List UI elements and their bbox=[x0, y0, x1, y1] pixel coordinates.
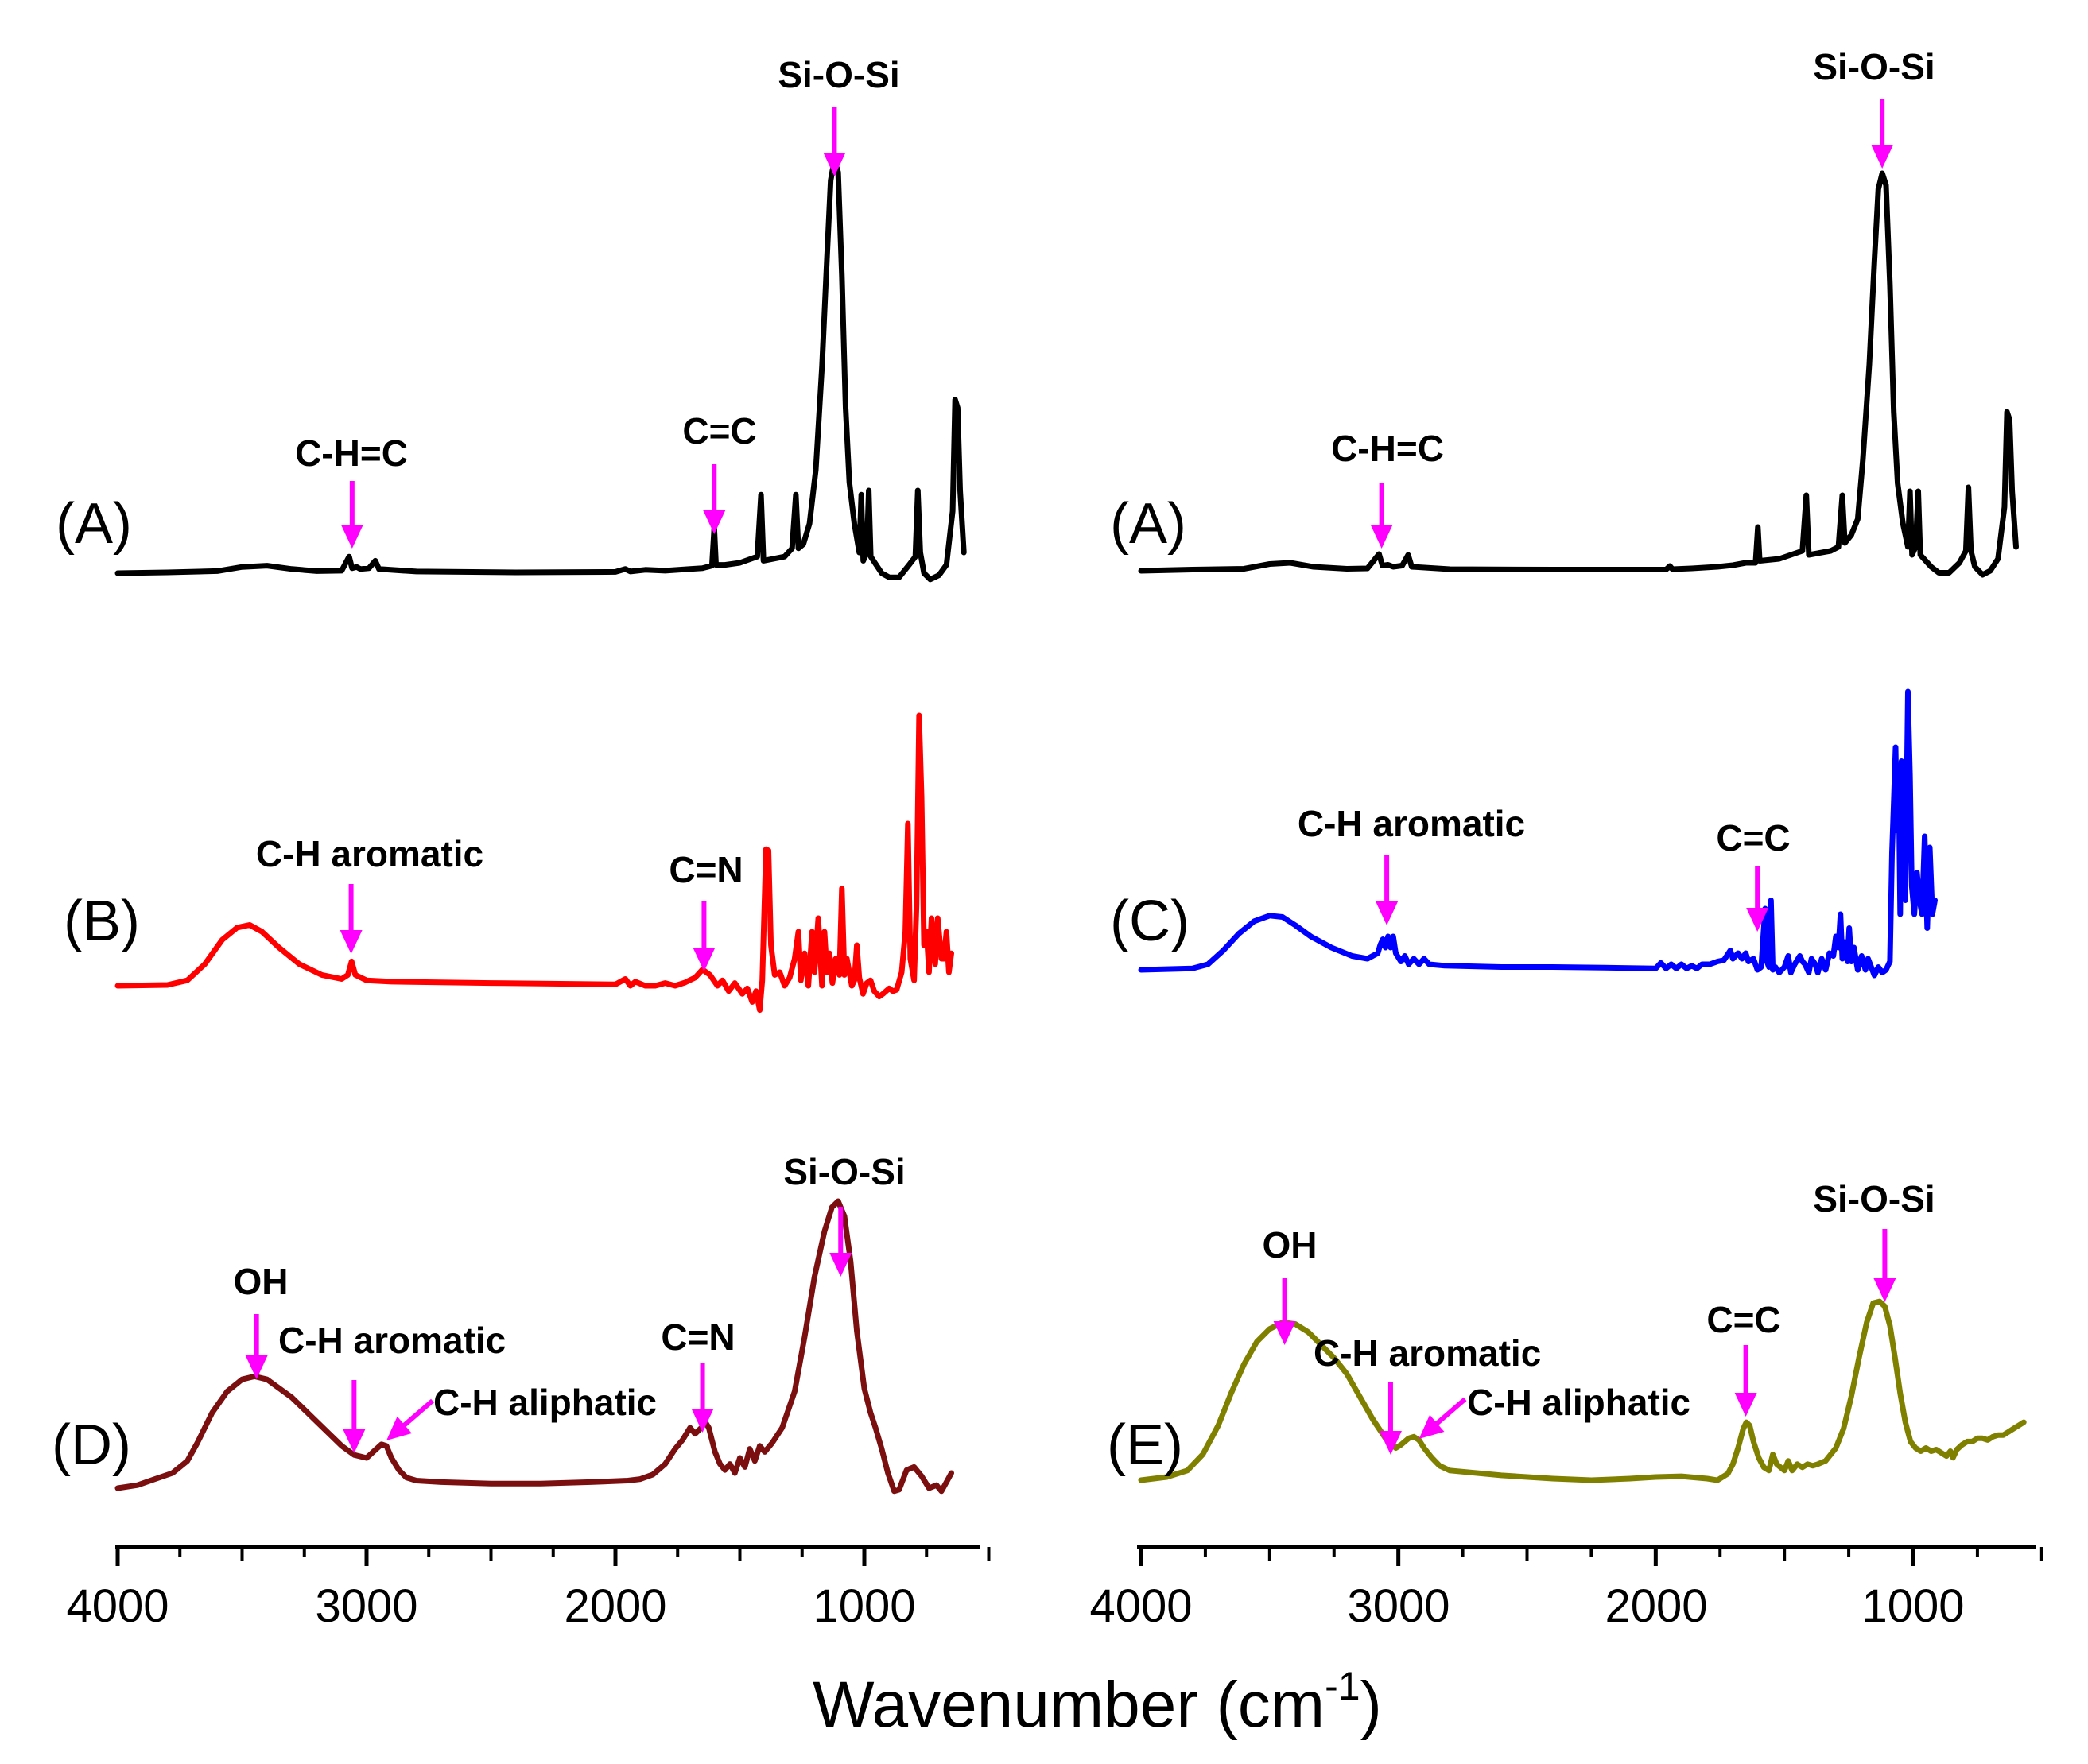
panel-label-e: (E) bbox=[1107, 1413, 1183, 1477]
annotation-c-h-aromatic: C-H aromatic bbox=[1298, 803, 1525, 925]
annotation-oh: OH bbox=[1263, 1224, 1318, 1345]
x-tick-label: 4000 bbox=[1089, 1580, 1192, 1632]
annotation-c-h-aromatic: C-H aromatic bbox=[256, 833, 483, 954]
annotation-si-o-si: Si-O-Si bbox=[783, 1151, 906, 1277]
arrow-head bbox=[1746, 908, 1769, 932]
annotation-label: C=C bbox=[1706, 1299, 1780, 1340]
panel-label-d: (D) bbox=[52, 1413, 131, 1477]
arrow-head bbox=[823, 153, 846, 176]
annotation-si-o-si: Si-O-Si bbox=[778, 54, 900, 176]
spectrum-line-c-right bbox=[1138, 688, 1938, 979]
annotation-label: OH bbox=[1263, 1224, 1318, 1266]
annotation-label: C=C bbox=[682, 410, 756, 452]
spectrum-line-e-right bbox=[1138, 1298, 2027, 1483]
x-axis-title-suffix: ) bbox=[1360, 1669, 1382, 1741]
arrow-head bbox=[1370, 525, 1393, 549]
annotation-si-o-si: Si-O-Si bbox=[1813, 1178, 1935, 1302]
panel-label-a-right: (A) bbox=[1110, 492, 1186, 556]
x-tick-label: 4000 bbox=[66, 1580, 169, 1632]
annotation-label: Si-O-Si bbox=[1813, 1178, 1935, 1219]
x-tick-label: 3000 bbox=[1347, 1580, 1450, 1632]
x-axis-title-superscript: -1 bbox=[1325, 1664, 1360, 1708]
arrow-head bbox=[1376, 901, 1399, 925]
panel-label-a-left: (A) bbox=[56, 492, 132, 556]
x-axis-ticks-right bbox=[1139, 1547, 2043, 1566]
annotation-label: Si-O-Si bbox=[783, 1151, 905, 1192]
arrow-head bbox=[693, 948, 716, 971]
x-axis-right: 4000 3000 2000 1000 bbox=[1089, 1545, 2043, 1632]
arrow-head bbox=[703, 510, 726, 534]
x-tick-label: 1000 bbox=[813, 1580, 915, 1632]
annotation-label: Si-O-Si bbox=[778, 54, 899, 95]
annotation-label: C=N bbox=[669, 849, 743, 890]
arrow-head bbox=[343, 1429, 366, 1453]
arrow-head bbox=[1873, 1278, 1896, 1302]
annotation-c-c: C=C bbox=[1706, 1299, 1781, 1417]
annotation-label: C-H aliphatic bbox=[1467, 1382, 1690, 1423]
spectrum-line-a-left bbox=[114, 157, 967, 583]
annotation-c-n: C=N bbox=[669, 849, 743, 971]
annotation-layer: C-H=C C=C Si-O-Si C-H aromatic C=N OH C-H arom… bbox=[234, 46, 1935, 1455]
annotation-c-h-c: C-H=C bbox=[295, 432, 408, 549]
annotation-c-c: C=C bbox=[1716, 817, 1791, 932]
arrow-head bbox=[1273, 1321, 1296, 1345]
arrow-head bbox=[1419, 1414, 1445, 1439]
arrow-head bbox=[386, 1416, 412, 1440]
arrow-head bbox=[1379, 1431, 1402, 1455]
arrow-head bbox=[340, 930, 363, 954]
annotation-label: C-H aromatic bbox=[278, 1320, 506, 1361]
annotation-si-o-si: Si-O-Si bbox=[1813, 46, 1935, 169]
arrow-head bbox=[829, 1253, 852, 1277]
annotation-c-n: C=N bbox=[661, 1316, 735, 1433]
annotation-label: C-H=C bbox=[1331, 428, 1444, 469]
x-tick-label: 2000 bbox=[564, 1580, 666, 1632]
arrow-head bbox=[691, 1409, 714, 1433]
annotation-label: Si-O-Si bbox=[1813, 46, 1935, 87]
annotation-label: C-H aromatic bbox=[1298, 803, 1525, 844]
x-axis-title: Wavenumber (cm-1) bbox=[813, 1664, 1382, 1741]
annotation-label: C-H aliphatic bbox=[433, 1382, 657, 1423]
annotation-label: C-H aromatic bbox=[256, 833, 483, 874]
annotation-label: C=N bbox=[661, 1316, 735, 1358]
annotation-label: C-H aromatic bbox=[1314, 1332, 1541, 1374]
x-tick-label: 3000 bbox=[315, 1580, 417, 1632]
annotation-label: OH bbox=[234, 1261, 289, 1302]
arrow-head bbox=[1871, 145, 1894, 169]
annotation-c-h-c: C-H=C bbox=[1331, 428, 1444, 549]
annotation-oh: OH bbox=[234, 1261, 289, 1379]
arrow-head bbox=[245, 1355, 268, 1379]
x-axis-left: 4000 3000 2000 1000 bbox=[66, 1545, 991, 1632]
panel-label-b: (B) bbox=[64, 890, 140, 953]
annotation-c-h-aliphatic: C-H aliphatic bbox=[1419, 1382, 1690, 1439]
spectrum-line-b-left bbox=[114, 712, 954, 1014]
x-axis-ticks-left bbox=[115, 1547, 991, 1566]
annotation-label: C=C bbox=[1716, 817, 1790, 859]
annotation-c-c: C=C bbox=[682, 410, 757, 534]
panel-label-c: (C) bbox=[1110, 890, 1190, 953]
arrow-head bbox=[340, 525, 363, 549]
arrow-head bbox=[1734, 1393, 1757, 1417]
annotation-label: C-H=C bbox=[295, 432, 408, 474]
annotation-c-h-aliphatic: C-H aliphatic bbox=[386, 1382, 657, 1440]
x-tick-label: 2000 bbox=[1605, 1580, 1707, 1632]
x-tick-label: 1000 bbox=[1861, 1580, 1964, 1632]
annotation-c-h-aromatic: C-H aromatic bbox=[278, 1320, 506, 1453]
x-axis-title-main: Wavenumber (cm bbox=[813, 1669, 1325, 1741]
annotation-c-h-aromatic: C-H aromatic bbox=[1314, 1332, 1541, 1455]
spectrum-line-a-right bbox=[1138, 170, 2019, 578]
